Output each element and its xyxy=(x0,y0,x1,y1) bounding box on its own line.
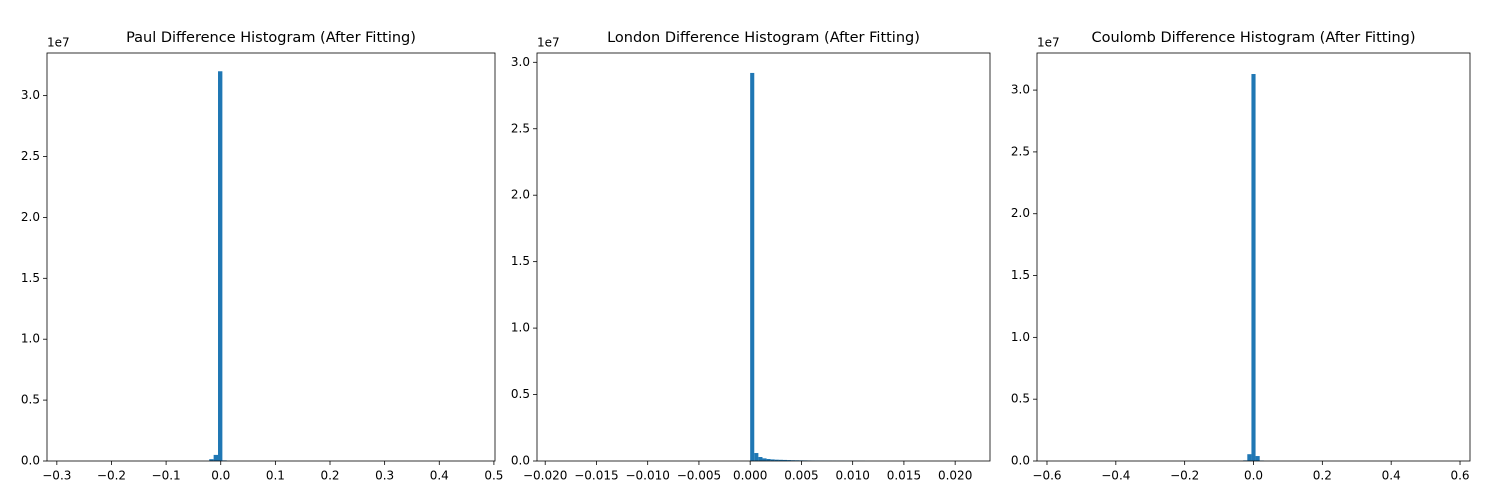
bar xyxy=(758,457,763,461)
y-tick-label: 2.0 xyxy=(1011,206,1030,220)
chart-title: Coulomb Difference Histogram (After Fitt… xyxy=(1091,30,1415,46)
y-tick-label: 3.0 xyxy=(21,88,40,102)
x-tick-label: 0.2 xyxy=(1313,469,1332,483)
x-tick-label: 0.020 xyxy=(938,469,972,483)
x-tick-label: 0.4 xyxy=(1382,469,1401,483)
y-tick-label: 2.0 xyxy=(511,188,530,202)
offset-text: 1e7 xyxy=(1037,36,1060,50)
bar xyxy=(774,459,779,461)
bar xyxy=(213,454,219,461)
bar xyxy=(766,459,771,461)
y-tick-label: 0.5 xyxy=(21,393,40,407)
x-tick-label: −0.005 xyxy=(677,469,721,483)
y-tick-label: 1.5 xyxy=(1011,268,1030,282)
bar xyxy=(1247,454,1252,461)
y-tick-label: 2.5 xyxy=(511,121,530,135)
y-tick-label: 0.0 xyxy=(1011,454,1030,468)
bar xyxy=(782,459,788,461)
bar xyxy=(778,459,783,461)
x-tick-label: −0.3 xyxy=(42,469,71,483)
bar xyxy=(754,453,759,461)
chart-title: Paul Difference Histogram (After Fitting… xyxy=(126,30,416,46)
x-tick-label: 0.005 xyxy=(784,469,818,483)
y-tick-label: 1.5 xyxy=(21,271,40,285)
x-tick-label: 0.010 xyxy=(835,469,869,483)
bar xyxy=(1255,456,1260,461)
y-tick-label: 1.0 xyxy=(1011,330,1030,344)
y-tick-label: 0.0 xyxy=(21,454,40,468)
bar xyxy=(787,460,792,461)
bar xyxy=(762,458,767,461)
x-tick-label: 0.4 xyxy=(430,469,449,483)
x-tick-label: −0.2 xyxy=(1170,469,1199,483)
x-tick-label: −0.2 xyxy=(97,469,126,483)
offset-text: 1e7 xyxy=(47,36,70,50)
x-tick-label: 0.1 xyxy=(266,469,285,483)
bar xyxy=(218,71,223,462)
axes-frame xyxy=(46,52,496,462)
y-tick-label: 0.0 xyxy=(511,454,530,468)
x-tick-label: 0.3 xyxy=(375,469,394,483)
x-tick-label: −0.015 xyxy=(574,469,618,483)
x-tick-label: 0.000 xyxy=(733,469,767,483)
x-tick-label: 0.0 xyxy=(211,469,230,483)
bar xyxy=(750,72,755,462)
bar xyxy=(770,459,775,461)
x-tick-label: 0.015 xyxy=(887,469,921,483)
x-tick-label: 0.0 xyxy=(1244,469,1263,483)
x-tick-label: −0.1 xyxy=(152,469,181,483)
x-tick-label: −0.010 xyxy=(625,469,669,483)
chart-title: London Difference Histogram (After Fitti… xyxy=(607,30,920,46)
y-tick-label: 3.0 xyxy=(511,55,530,69)
x-tick-label: 0.5 xyxy=(484,469,503,483)
x-tick-label: −0.6 xyxy=(1032,469,1061,483)
axes-frame xyxy=(536,52,991,462)
y-tick-label: 1.0 xyxy=(21,332,40,346)
y-tick-label: 1.5 xyxy=(511,254,530,268)
offset-text: 1e7 xyxy=(537,36,560,50)
x-tick-label: 0.6 xyxy=(1450,469,1469,483)
x-tick-label: 0.2 xyxy=(320,469,339,483)
y-tick-label: 2.5 xyxy=(1011,144,1030,158)
x-tick-label: −0.020 xyxy=(523,469,567,483)
y-tick-label: 1.0 xyxy=(511,321,530,335)
bar xyxy=(209,459,214,461)
bar xyxy=(1251,74,1256,461)
y-tick-label: 0.5 xyxy=(1011,392,1030,406)
y-tick-label: 2.5 xyxy=(21,149,40,163)
y-tick-label: 3.0 xyxy=(1011,83,1030,97)
y-tick-label: 2.0 xyxy=(21,210,40,224)
y-tick-label: 0.5 xyxy=(511,387,530,401)
x-tick-label: −0.4 xyxy=(1101,469,1130,483)
